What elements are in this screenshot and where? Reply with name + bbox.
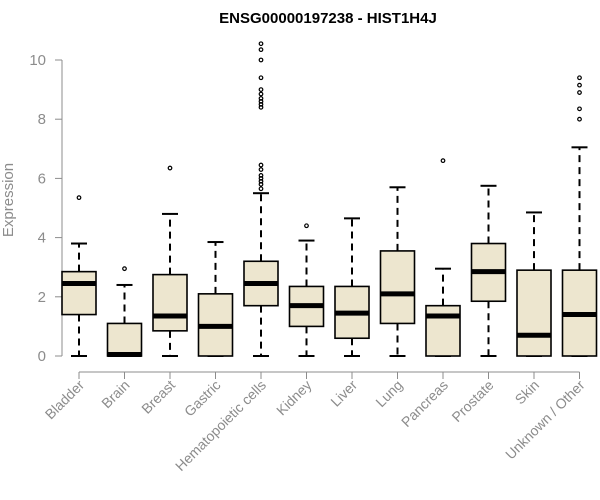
x-tick-label: Skin: [512, 377, 543, 408]
outlier-point: [258, 75, 264, 81]
box-gastric: [197, 241, 234, 357]
outlier-point: [258, 47, 264, 53]
y-tick-label: 2: [38, 289, 46, 306]
outlier-point: [258, 57, 264, 63]
chart-title: ENSG00000197238 - HIST1H4J: [219, 10, 437, 27]
iqr-box: [106, 322, 143, 357]
x-tick-label: Unknown / Other: [502, 377, 588, 463]
boxes: [61, 41, 598, 358]
box-lung: [379, 186, 416, 357]
iqr-box: [152, 273, 188, 332]
box-skin: [516, 211, 552, 357]
outlier-point: [577, 116, 582, 122]
outlier-point: [258, 173, 264, 178]
y-tick-label: 0: [38, 348, 46, 365]
box-brain: [106, 266, 143, 358]
x-tick-label: Lung: [372, 377, 405, 410]
x-tick-label: Brain: [98, 377, 132, 411]
x-tick-label: Bladder: [42, 377, 88, 423]
box-kidney: [288, 223, 325, 357]
iqr-box: [516, 269, 552, 357]
x-tick-label: Hematopoietic cells: [172, 377, 269, 474]
outlier-point: [258, 181, 264, 187]
iqr-box: [61, 270, 97, 316]
outlier-point: [577, 106, 582, 112]
y-tick-label: 6: [38, 170, 46, 187]
outlier-point: [167, 165, 173, 171]
outlier-point: [258, 101, 264, 107]
outlier-point: [258, 162, 264, 168]
y-axis-label: Expression: [0, 163, 17, 237]
box-unknown-other: [561, 75, 598, 357]
x-tick-label: Gastric: [181, 377, 224, 420]
outlier-point: [258, 96, 264, 101]
outlier-point: [258, 41, 264, 47]
y-tick-label: 10: [29, 52, 46, 69]
outlier-point: [258, 87, 264, 92]
outlier-point: [304, 223, 309, 229]
outlier-point: [577, 90, 582, 95]
x-tick-label: Pancreas: [398, 377, 451, 430]
y-tick-label: 8: [38, 111, 46, 128]
outlier-point: [258, 175, 264, 181]
y-axis: 0 2 4 6 8 10: [29, 52, 63, 365]
outlier-point: [258, 178, 264, 184]
x-tick-label: Breast: [138, 377, 178, 417]
x-tick-label: Liver: [327, 377, 360, 410]
outlier-point: [258, 167, 264, 172]
outlier-point: [258, 99, 264, 104]
outlier-point: [76, 195, 82, 201]
outlier-point: [577, 82, 582, 88]
box-breast: [152, 165, 188, 357]
box-hematopoietic-cells: [243, 41, 279, 357]
box-bladder: [61, 195, 97, 357]
x-tick-label: Prostate: [448, 377, 496, 425]
iqr-box: [379, 250, 416, 325]
outlier-point: [122, 266, 127, 272]
outlier-point: [258, 91, 264, 97]
box-prostate: [470, 184, 507, 357]
outlier-point: [258, 186, 264, 192]
outlier-point: [258, 104, 264, 110]
iqr-box: [425, 304, 461, 357]
box-liver: [334, 217, 370, 357]
x-tick-label: Kidney: [273, 377, 315, 419]
outlier-point: [440, 158, 446, 164]
box-pancreas: [425, 158, 461, 357]
outlier-point: [577, 75, 582, 81]
y-tick-label: 4: [38, 230, 46, 247]
